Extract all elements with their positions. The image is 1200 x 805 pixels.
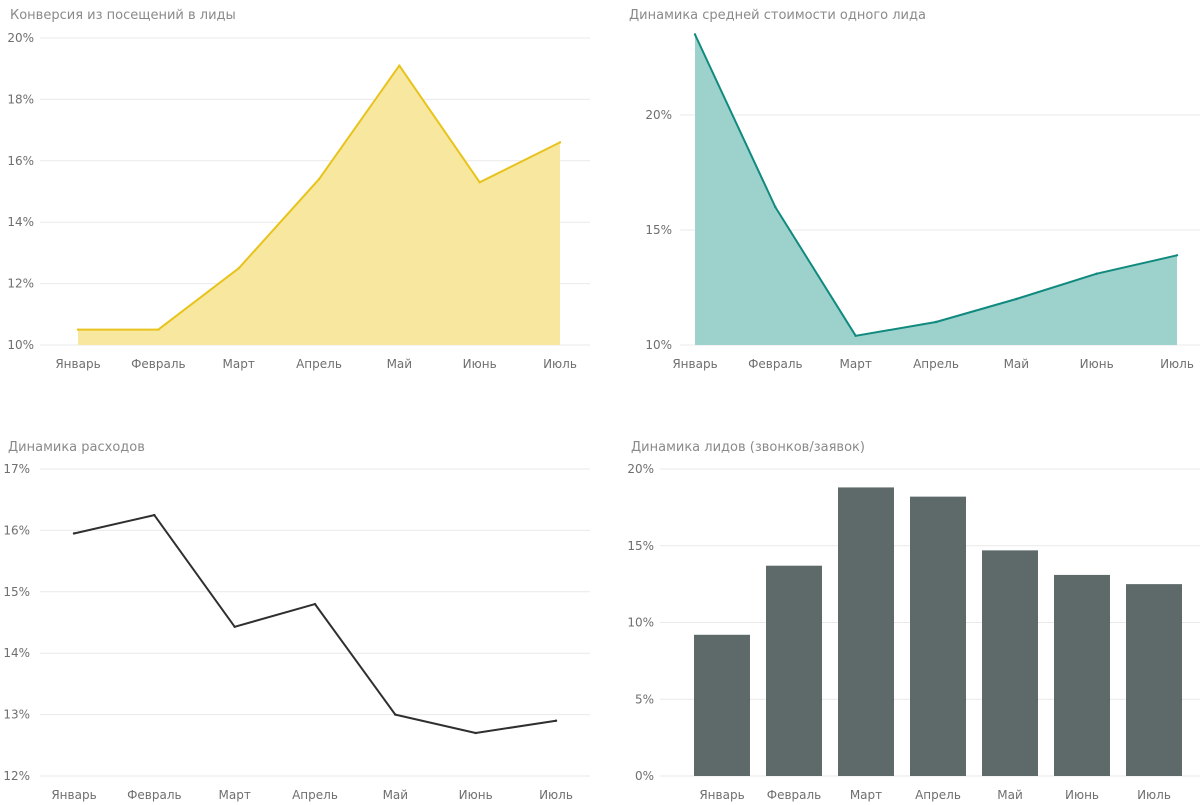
chart-title-lead-cost: Динамика средней стоимости одного лида	[629, 8, 926, 23]
data-point-3	[237, 267, 240, 270]
area-fill	[78, 65, 560, 345]
data-point-2	[153, 513, 156, 517]
data-point-5	[394, 713, 397, 716]
bar-3	[838, 487, 894, 776]
chart-panel-conversion: Конверсия из посещений в лиды 10% 12% 14% 1…	[0, 0, 600, 400]
y-tick-label: 20%	[627, 462, 654, 476]
bar-1	[694, 634, 750, 776]
x-tick-label: Апрель	[913, 357, 959, 371]
y-tick-label: 10%	[645, 338, 672, 352]
y-tick-label: 15%	[627, 539, 654, 553]
chart-panel-leads: Динамика лидов (звонков/заявок) 0% 5% 10% 1…	[620, 430, 1200, 805]
bar-7	[1126, 584, 1182, 776]
y-tick-label: 12%	[3, 769, 30, 783]
x-tick-label: Июнь	[463, 357, 497, 371]
data-point-7	[554, 719, 558, 722]
data-point-5	[1015, 297, 1018, 301]
x-tick-label: Июль	[543, 357, 577, 371]
x-tick-label: Июль	[539, 788, 573, 802]
x-tick-label: Март	[223, 357, 255, 371]
chart-panel-lead-cost: Динамика средней стоимости одного лида 1…	[620, 0, 1200, 400]
chart-conversion: 10% 12% 14% 16% 18% 20% Январь Февраль Март Апрел…	[7, 31, 590, 371]
x-tick-label: Май	[383, 788, 409, 802]
data-point-6	[478, 181, 481, 184]
x-tick-label: Июль	[1137, 788, 1171, 802]
y-tick-label: 15%	[645, 223, 672, 237]
x-tick-label: Январь	[51, 788, 96, 802]
y-tick-label: 16%	[7, 154, 34, 168]
y-tick-label: 16%	[3, 523, 30, 537]
x-tick-label: Март	[850, 788, 882, 802]
x-tick-label: Февраль	[127, 788, 182, 802]
chart-title-leads: Динамика лидов (звонков/заявок)	[631, 440, 865, 455]
chart-panel-expenses: Динамика расходов 12% 13% 14% 15% 16% 17% Янва…	[0, 430, 600, 805]
y-tick-label: 13%	[3, 708, 30, 722]
y-tick-label: 0%	[635, 769, 654, 783]
data-point-1	[693, 33, 697, 36]
chart-expenses: 12% 13% 14% 15% 16% 17% Январь Февраль Март Апрел…	[3, 462, 590, 802]
data-point-7	[558, 141, 562, 144]
data-point-7	[1175, 254, 1179, 257]
data-point-4	[317, 178, 321, 181]
x-tick-label: Май	[1004, 357, 1030, 371]
data-point-3	[233, 625, 236, 628]
data-point-3	[854, 334, 857, 337]
y-tick-label: 20%	[645, 108, 672, 122]
data-point-6	[1095, 272, 1098, 275]
x-tick-label: Май	[997, 788, 1023, 802]
bar-4	[910, 496, 966, 776]
data-point-1	[76, 328, 80, 331]
x-tick-label: Февраль	[131, 357, 186, 371]
bar-6	[1054, 574, 1110, 776]
y-tick-label: 14%	[3, 646, 30, 660]
data-point-1	[72, 532, 76, 535]
series-line	[73, 514, 557, 734]
x-tick-label: Июнь	[1065, 788, 1099, 802]
chart-title-conversion: Конверсия из посещений в лиды	[10, 8, 236, 23]
y-tick-label: 10%	[7, 338, 34, 352]
x-tick-label: Июнь	[459, 788, 493, 802]
y-tick-label: 12%	[7, 277, 34, 291]
x-tick-label: Март	[219, 788, 251, 802]
x-tick-label: Апрель	[296, 357, 342, 371]
data-point-2	[774, 205, 777, 209]
y-tick-label: 14%	[7, 215, 34, 229]
bar-5	[982, 550, 1038, 776]
x-tick-label: Январь	[672, 357, 717, 371]
y-tick-label: 18%	[7, 92, 34, 106]
x-tick-label: Апрель	[915, 788, 961, 802]
x-tick-label: Февраль	[767, 788, 822, 802]
data-point-4	[934, 320, 938, 324]
data-point-2	[157, 328, 160, 331]
x-tick-label: Февраль	[748, 357, 803, 371]
x-tick-label: Апрель	[292, 788, 338, 802]
x-tick-label: Январь	[699, 788, 744, 802]
y-tick-label: 10%	[627, 616, 654, 630]
data-point-6	[474, 731, 477, 735]
data-point-4	[313, 602, 317, 606]
x-tick-label: Июль	[1160, 357, 1194, 371]
x-tick-label: Январь	[55, 357, 100, 371]
bar-2	[766, 565, 822, 776]
y-tick-label: 20%	[7, 31, 34, 45]
y-tick-label: 5%	[635, 692, 654, 706]
area-fill	[695, 34, 1177, 345]
x-tick-label: Май	[387, 357, 413, 371]
y-tick-label: 17%	[3, 462, 30, 476]
x-tick-label: Июнь	[1080, 357, 1114, 371]
chart-leads: 0% 5% 10% 15% 20% Январь Февраль Март Апрель Май И…	[627, 462, 1200, 802]
y-tick-label: 15%	[3, 585, 30, 599]
chart-title-expenses: Динамика расходов	[8, 440, 145, 455]
data-point-5	[398, 64, 401, 67]
chart-lead-cost: 10% 15% 20% Январь Февраль Март Апрель Май Июнь И…	[645, 33, 1200, 371]
x-tick-label: Март	[840, 357, 872, 371]
